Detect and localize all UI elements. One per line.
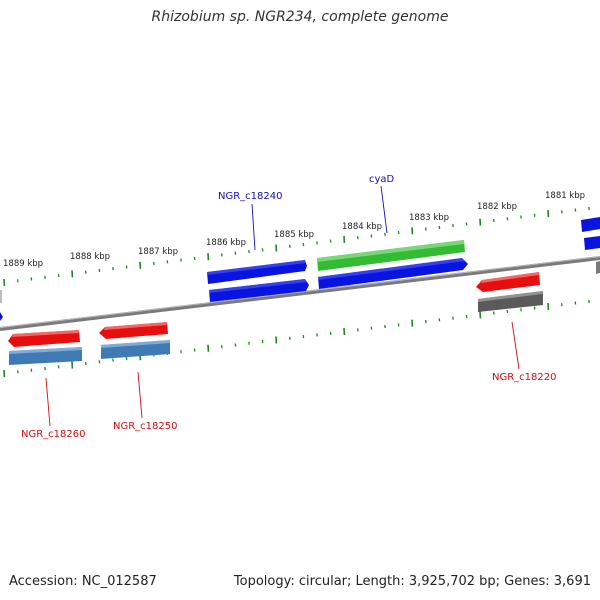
gene-ngr-c18260-steel[interactable]	[9, 347, 82, 365]
gene-label-ngr-c18220: NGR_c18220	[492, 372, 557, 383]
gene-ngr-c18220-reverse[interactable]	[476, 272, 540, 292]
outer-tick-ring	[3, 206, 590, 287]
gene-ngr-c18240-outer[interactable]	[207, 260, 307, 284]
label-leader-line	[380, 185, 388, 234]
gene-ngr-c18240-inner[interactable]	[209, 279, 309, 302]
tick-label: 1889 kbp	[3, 259, 43, 269]
tick-label: 1881 kbp	[545, 191, 585, 201]
gene-cyad-strand[interactable]	[318, 258, 468, 289]
label-leader-line	[137, 371, 143, 419]
tick-label: 1887 kbp	[138, 247, 178, 257]
gene-label-ngr-c18240: NGR_c18240	[218, 191, 283, 202]
genome-title: Rhizobium sp. NGR234, complete genome	[151, 9, 449, 25]
tick-label: 1882 kbp	[477, 202, 517, 212]
label-leader-line	[511, 321, 520, 370]
gene-ngr-c18260-reverse[interactable]	[8, 330, 80, 347]
gene-ngr-c18250-reverse[interactable]	[99, 322, 168, 339]
tick-label: 1885 kbp	[274, 230, 314, 240]
inner-tick-ring	[3, 299, 590, 378]
genome-backbone	[0, 256, 600, 331]
gene-label-cyad: cyaD	[369, 174, 395, 185]
gene-label-ngr-c18250: NGR_c18250	[113, 421, 178, 432]
gene-label-ngr-c18260: NGR_c18260	[21, 429, 86, 440]
label-leader-line	[45, 377, 51, 427]
gene-left-edge-outer[interactable]	[0, 290, 2, 303]
label-leader-line	[251, 203, 256, 251]
tick-label: 1883 kbp	[409, 213, 449, 223]
gene-left-edge-arrow[interactable]	[0, 312, 3, 321]
genome-summary-text: Topology: circular; Length: 3,925,702 bp…	[233, 574, 591, 589]
tick-label: 1888 kbp	[70, 252, 110, 262]
gene-right-edge-reverse[interactable]	[596, 261, 600, 274]
gene-ngr-c18250-steel[interactable]	[101, 340, 170, 359]
tick-label: 1886 kbp	[206, 238, 246, 248]
tick-label: 1884 kbp	[342, 222, 382, 232]
accession-text: Accession: NC_012587	[9, 574, 157, 589]
gene-cyad[interactable]	[317, 240, 465, 271]
gene-right-edge-inner[interactable]	[584, 236, 600, 250]
gene-ngr-c18220-gray[interactable]	[478, 291, 543, 312]
gene-right-edge-outer[interactable]	[581, 217, 600, 232]
